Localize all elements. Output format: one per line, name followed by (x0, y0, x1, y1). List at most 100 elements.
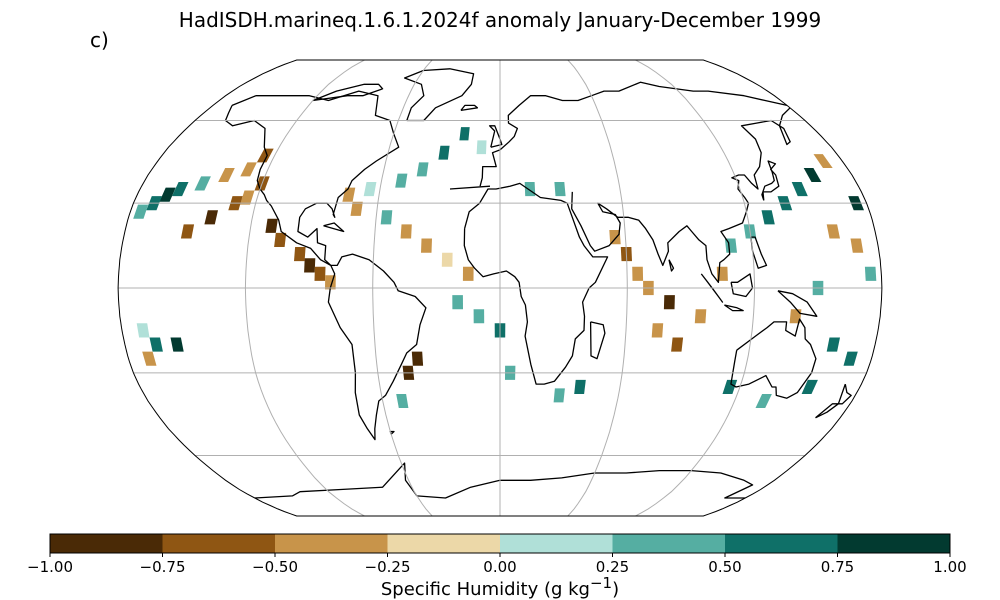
anomaly-cell (133, 204, 149, 219)
colorbar-tick-label: −1.00 (27, 558, 73, 576)
coastline (463, 182, 609, 385)
anomaly-cell (194, 176, 211, 191)
anomaly-cell (142, 351, 157, 366)
coastline (479, 81, 788, 187)
anomaly-cell (438, 145, 450, 160)
anomaly-cell (256, 148, 274, 163)
colorbar-tick-label: −0.25 (364, 558, 411, 576)
anomaly-cell (694, 309, 707, 324)
anomaly-cell (395, 173, 408, 188)
colorbar-segment (725, 534, 838, 553)
anomaly-cells (133, 127, 877, 408)
anomaly-cell (159, 187, 176, 202)
colorbar-label-sup: −1 (589, 574, 613, 592)
colorbar-label-text: Specific Humidity (g kg (380, 579, 590, 600)
colorbar-tick-label: 0.75 (820, 558, 855, 576)
coastline (571, 107, 791, 283)
anomaly-cell (441, 252, 453, 267)
meridian-line (567, 60, 628, 516)
coastline (700, 273, 724, 303)
colorbar-tick-label: −0.50 (252, 558, 298, 576)
anomaly-cell (632, 266, 644, 281)
anomaly-cell (314, 266, 326, 281)
meridian-line (635, 60, 756, 516)
colorbar-segment (162, 534, 276, 553)
anomaly-cell (274, 232, 287, 247)
coastline (589, 321, 606, 360)
anomaly-cell (363, 182, 377, 197)
anomaly-cell (218, 168, 235, 182)
anomaly-cell (239, 190, 255, 205)
anomaly-cell (789, 309, 802, 324)
coastline (488, 125, 503, 148)
coastline (403, 68, 475, 122)
anomaly-cell (574, 379, 586, 394)
anomaly-cell (396, 394, 409, 408)
colorbar-tick-label: 0.00 (483, 558, 517, 576)
coastline (761, 160, 780, 201)
map-boundary (117, 59, 883, 517)
anomaly-cell (826, 337, 840, 352)
anomaly-cell (400, 224, 412, 239)
world-map (117, 59, 883, 517)
colorbar-tick-label: 1.00 (933, 558, 967, 576)
coastline (449, 185, 491, 190)
colorbar-label: Specific Humidity (g kg−1) (0, 574, 1000, 600)
anomaly-cell (671, 337, 684, 352)
anomaly-cell (473, 309, 485, 324)
anomaly-cell (180, 224, 195, 239)
panel-label: c) (90, 28, 109, 52)
anomaly-cell (421, 238, 432, 253)
map-title: HadISDH.marineq.1.6.1.2024f anomaly Janu… (178, 8, 822, 32)
colorbar-tick-label: 0.50 (708, 558, 742, 576)
coastline (730, 318, 817, 399)
coastline (460, 104, 479, 112)
anomaly-cell (265, 218, 278, 233)
anomaly-cell (755, 394, 772, 408)
anomaly-cell (204, 210, 218, 225)
anomaly-cell (172, 182, 189, 197)
anomaly-cell (136, 323, 150, 338)
graticule (118, 60, 882, 516)
anomaly-cell (843, 351, 858, 366)
colorbar-tick-label: −0.75 (139, 558, 186, 576)
anomaly-cell (864, 266, 877, 281)
coastline (777, 290, 818, 317)
anomaly-cell (411, 351, 424, 366)
anomaly-cell (553, 388, 565, 403)
colorbar-label-end: ) (612, 579, 620, 600)
colorbar-segment (50, 534, 163, 553)
colorbar-segment (837, 534, 951, 553)
anomaly-cell (294, 247, 306, 262)
anomaly-cell (663, 295, 675, 310)
colorbar-segment (612, 534, 726, 553)
anomaly-cell (722, 379, 738, 394)
anomaly-cell (462, 266, 474, 281)
coastline (724, 304, 744, 312)
coastline (312, 83, 384, 102)
coastline (815, 403, 840, 419)
meridian-line (372, 60, 433, 516)
anomaly-cell (813, 154, 833, 168)
anomaly-cell (801, 379, 818, 394)
anomaly-cell (149, 337, 163, 352)
colorbar-segment (387, 534, 501, 553)
anomaly-cell (476, 140, 487, 155)
anomaly-cell (416, 162, 429, 177)
colorbar-segment (275, 534, 388, 553)
anomaly-cell (761, 210, 775, 225)
anomaly-cell (452, 295, 463, 310)
anomaly-cell (240, 162, 257, 177)
anomaly-cell (651, 323, 664, 338)
anomaly-cell (554, 182, 566, 197)
colorbar-tick-label: 0.25 (595, 558, 630, 576)
anomaly-cell (826, 224, 840, 239)
anomaly-cell (304, 258, 316, 273)
anomaly-cell (850, 238, 864, 253)
anomaly-cell (609, 230, 621, 245)
coastline (668, 259, 675, 272)
anomaly-cell (350, 201, 363, 216)
coastline (224, 90, 427, 441)
coastline (837, 383, 852, 405)
